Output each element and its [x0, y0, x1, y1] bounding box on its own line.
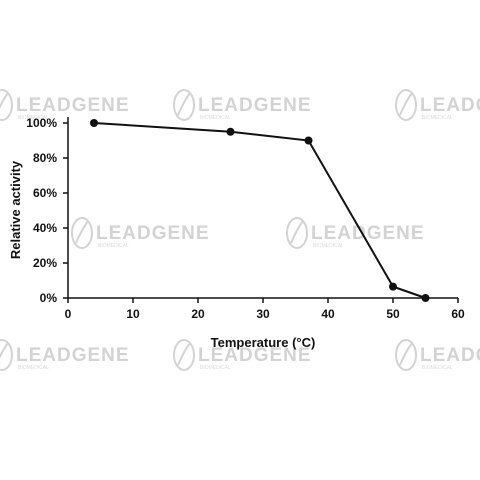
y-axis-title: Relative activity: [8, 160, 23, 259]
watermark-tagline: BIOMEDICAL: [200, 365, 231, 371]
series-line: [93, 122, 426, 299]
watermark-leaf-icon: [173, 339, 195, 371]
data-point: [304, 136, 313, 145]
x-tick-label: 30: [256, 307, 270, 321]
watermark-stem-icon: [177, 92, 191, 116]
x-tick-label: 60: [451, 307, 465, 321]
watermark-stem-icon: [0, 342, 9, 359]
watermark-brand: LEADGENE: [16, 345, 130, 366]
x-axis-title: Temperature (°C): [211, 335, 316, 350]
chart-axes: 0 10 20 30 40 50 60 0% 20% 40% 60% 80% 100%: [26, 116, 465, 321]
x-tick-label: 50: [386, 307, 400, 321]
watermark-stem-icon: [290, 220, 304, 244]
watermark-brand: LEADGENE: [96, 223, 210, 244]
y-tick-label: 100%: [26, 116, 57, 130]
watermark-brand: LEADGENE: [420, 345, 480, 366]
watermark-leaf-icon: [0, 339, 13, 371]
watermark-stem-icon: [0, 92, 9, 109]
watermark-leaf-icon: [395, 89, 417, 121]
watermark-stem-icon: [399, 92, 413, 116]
watermark-tagline: BIOMEDICAL: [18, 365, 49, 371]
data-point: [226, 127, 235, 136]
watermark-tagline: BIOMEDICAL: [422, 115, 453, 121]
watermark-stem-icon: [177, 342, 191, 366]
x-tick-label: 0: [65, 307, 72, 321]
y-tick-label: 20%: [33, 256, 57, 270]
x-tick-label: 10: [126, 307, 140, 321]
watermark-tagline: BIOMEDICAL: [422, 365, 453, 371]
y-tick-label: 0%: [40, 291, 58, 305]
watermark-brand: LEADGENE: [198, 345, 312, 366]
watermark-brand: LEADGENE: [16, 95, 130, 116]
watermark-stem-icon: [399, 342, 413, 366]
watermark-leaf-icon: [71, 217, 93, 249]
data-point: [421, 294, 430, 302]
x-tick-label: 20: [191, 307, 205, 321]
watermark-tagline: BIOMEDICAL: [18, 115, 49, 121]
data-point: [389, 282, 397, 291]
x-tick-label: 40: [321, 307, 335, 321]
watermark-leaf-icon: [0, 89, 13, 121]
watermark-layer: LEADGENEBIOMEDICALLEADGENEBIOMEDICALLEAD…: [0, 89, 480, 371]
watermark-stem-icon: [75, 220, 89, 244]
watermark-tagline: BIOMEDICAL: [98, 243, 129, 249]
chart-series: [90, 119, 430, 302]
data-point: [90, 119, 98, 127]
watermark-brand: LEADGENE: [420, 95, 480, 116]
watermark-tagline: BIOMEDICAL: [200, 115, 231, 121]
watermark-brand: LEADGENE: [198, 95, 312, 116]
watermark-leaf-icon: [173, 89, 195, 121]
watermark-leaf-icon: [395, 339, 417, 371]
watermark-brand: LEADGENE: [311, 223, 425, 244]
watermark-tagline: BIOMEDICAL: [313, 243, 344, 249]
watermark-leaf-icon: [286, 217, 308, 249]
y-tick-label: 60%: [33, 186, 57, 200]
y-tick-label: 40%: [33, 221, 57, 235]
y-tick-label: 80%: [33, 151, 57, 165]
